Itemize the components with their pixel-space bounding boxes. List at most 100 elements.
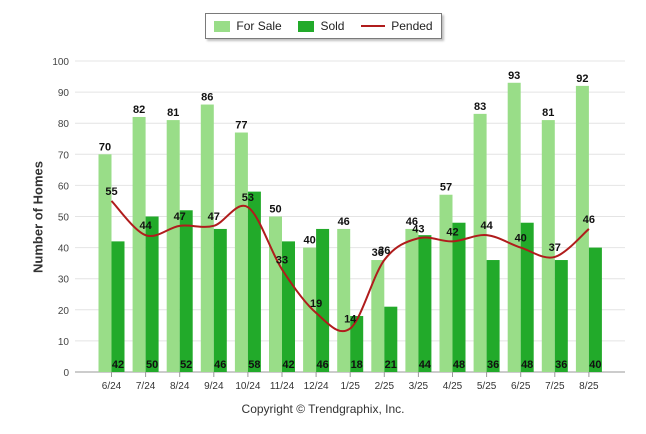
y-tick-label: 10 (58, 337, 70, 348)
bar-for-sale (269, 216, 282, 372)
data-label-pended: 44 (480, 220, 493, 232)
bar-sold (247, 191, 261, 372)
data-label-pended: 40 (515, 233, 527, 245)
data-label-sold: 46 (214, 359, 226, 371)
x-tick-label: 4/25 (443, 381, 463, 392)
data-label-pended: 46 (583, 214, 595, 226)
data-label-sold: 42 (282, 359, 294, 371)
bar-sold (452, 222, 466, 372)
data-label-pended: 36 (378, 245, 390, 257)
bar-sold (111, 241, 125, 372)
x-tick-label: 8/25 (579, 381, 599, 392)
bar-for-sale (132, 116, 146, 372)
x-tick-label: 8/24 (170, 381, 190, 392)
y-tick-label: 0 (63, 368, 69, 379)
bar-sold (145, 216, 159, 372)
x-tick-label: 9/24 (204, 381, 224, 392)
bar-sold (418, 235, 432, 372)
data-label-for-sale: 50 (269, 204, 281, 216)
data-label-for-sale: 36 (372, 247, 384, 259)
bar-for-sale (371, 260, 385, 372)
data-label-sold: 48 (453, 359, 465, 371)
y-tick-label: 40 (58, 244, 70, 255)
bar-sold (213, 228, 227, 372)
y-tick-label: 80 (58, 119, 70, 130)
bar-for-sale (473, 113, 487, 373)
data-label-sold: 50 (146, 359, 158, 371)
data-label-pended: 47 (174, 211, 186, 223)
legend-swatch-sold (298, 20, 315, 32)
data-label-sold: 44 (419, 359, 432, 371)
data-label-sold: 21 (385, 359, 397, 371)
x-tick-label: 7/25 (545, 381, 565, 392)
y-tick-label: 20 (58, 306, 70, 317)
data-label-sold: 58 (248, 359, 260, 371)
bar-for-sale (507, 82, 521, 373)
data-label-for-sale: 40 (303, 235, 315, 247)
y-tick-label: 30 (58, 275, 70, 286)
bar-for-sale (575, 85, 589, 372)
bar-for-sale (405, 228, 419, 372)
data-label-for-sale: 70 (99, 141, 111, 153)
data-label-for-sale: 77 (235, 120, 247, 132)
data-label-sold: 42 (112, 359, 124, 371)
data-label-for-sale: 92 (576, 73, 588, 85)
data-label-pended: 44 (139, 220, 152, 232)
data-label-pended: 33 (276, 254, 288, 266)
data-label-pended: 43 (412, 223, 424, 235)
data-label-for-sale: 82 (133, 104, 145, 116)
data-label-for-sale: 46 (338, 216, 350, 228)
legend-item-pended[interactable]: Pended (361, 19, 433, 33)
legend-item-for-sale[interactable]: For Sale (214, 19, 282, 33)
data-label-pended: 55 (105, 186, 117, 198)
y-tick-label: 60 (58, 181, 70, 192)
data-label-pended: 14 (344, 313, 357, 325)
copyright-text: Copyright © Trendgraphix, Inc. (241, 402, 405, 416)
data-label-for-sale: 81 (167, 107, 179, 119)
legend-item-sold[interactable]: Sold (298, 19, 344, 33)
bar-sold (384, 306, 398, 372)
chart-legend: For Sale Sold Pended (205, 13, 442, 39)
data-label-for-sale: 57 (440, 182, 452, 194)
bar-sold (588, 247, 602, 372)
data-label-sold: 46 (316, 359, 328, 371)
data-label-sold: 40 (589, 359, 601, 371)
bar-for-sale (303, 247, 317, 372)
bar-sold (316, 228, 330, 372)
y-tick-label: 50 (58, 213, 70, 224)
x-tick-label: 3/25 (409, 381, 429, 392)
data-label-sold: 48 (521, 359, 533, 371)
legend-swatch-pended (361, 25, 386, 27)
data-label-for-sale: 46 (406, 216, 418, 228)
data-label-pended: 42 (446, 226, 458, 238)
data-label-sold: 52 (180, 359, 192, 371)
bar-for-sale (541, 120, 555, 372)
data-label-pended: 37 (549, 242, 561, 254)
data-label-pended: 19 (310, 298, 322, 310)
legend-label-sold: Sold (320, 19, 345, 33)
bar-for-sale (337, 228, 351, 372)
line-pended (110, 200, 590, 333)
data-label-sold: 36 (487, 359, 499, 371)
data-label-sold: 36 (555, 359, 567, 371)
x-tick-label: 7/24 (136, 381, 156, 392)
data-label-for-sale: 81 (542, 107, 554, 119)
x-tick-label: 12/24 (304, 381, 329, 392)
data-label-for-sale: 93 (508, 70, 520, 82)
x-tick-label: 10/24 (235, 381, 260, 392)
legend-swatch-for-sale (214, 20, 231, 32)
bar-for-sale (234, 132, 248, 372)
x-tick-label: 5/25 (477, 381, 497, 392)
data-label-pended: 47 (208, 211, 220, 223)
x-tick-label: 1/25 (340, 381, 360, 392)
x-tick-label: 2/25 (375, 381, 395, 392)
x-tick-label: 6/24 (102, 381, 122, 392)
bar-for-sale (439, 194, 453, 372)
bar-sold (486, 260, 500, 372)
bar-for-sale (98, 154, 112, 372)
y-tick-label: 70 (58, 150, 70, 161)
data-label-for-sale: 86 (201, 92, 213, 104)
x-tick-label: 11/24 (270, 381, 295, 392)
y-tick-label: 100 (52, 57, 69, 68)
